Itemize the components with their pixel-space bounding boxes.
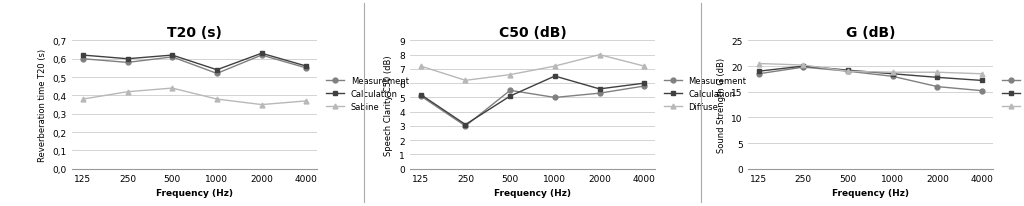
Calculation (753, 71, 765, 73)
Calculation (931, 77, 943, 79)
Line: Measurement: Measurement (757, 65, 984, 94)
Line: Calculation: Calculation (81, 52, 308, 73)
Sabine (77, 98, 89, 101)
Measurement (300, 67, 312, 70)
Diffuse (460, 80, 472, 82)
Measurement (211, 73, 223, 75)
Y-axis label: Speech Clarity C50 (dB): Speech Clarity C50 (dB) (384, 55, 393, 155)
Calculation (887, 73, 899, 76)
Measurement (77, 58, 89, 61)
Measurement (255, 55, 267, 57)
Calculation (798, 66, 810, 68)
Diffuse (504, 74, 516, 76)
Diffuse (931, 72, 943, 74)
Sabine (122, 91, 134, 94)
Legend: Measurement, Calculation, Diffuse: Measurement, Calculation, Diffuse (660, 73, 750, 115)
Calculation (122, 58, 134, 61)
Measurement (798, 67, 810, 69)
Diffuse (842, 71, 854, 73)
Measurement (593, 92, 605, 95)
X-axis label: Frequency (Hz): Frequency (Hz) (831, 188, 909, 197)
Sabine (211, 98, 223, 101)
Measurement (931, 86, 943, 88)
Diffuse (887, 72, 899, 74)
Diffuse (798, 64, 810, 67)
Diffuse (549, 66, 561, 68)
Y-axis label: Reverberation time T20 (s): Reverberation time T20 (s) (38, 49, 47, 161)
Title: C50 (dB): C50 (dB) (499, 26, 566, 40)
X-axis label: Frequency (Hz): Frequency (Hz) (156, 188, 233, 197)
Sabine (255, 104, 267, 106)
Calculation (549, 75, 561, 78)
Measurement (887, 76, 899, 78)
Diffuse (976, 73, 988, 76)
Line: Sabine: Sabine (81, 86, 308, 108)
Calculation (300, 66, 312, 68)
Diffuse (593, 54, 605, 57)
Line: Calculation: Calculation (419, 74, 646, 127)
Measurement (549, 97, 561, 99)
Measurement (753, 73, 765, 76)
Measurement (122, 62, 134, 64)
X-axis label: Frequency (Hz): Frequency (Hz) (494, 188, 571, 197)
Calculation (460, 124, 472, 126)
Line: Measurement: Measurement (81, 53, 308, 76)
Measurement (166, 56, 178, 59)
Diffuse (753, 63, 765, 66)
Calculation (415, 94, 427, 96)
Sabine (300, 100, 312, 103)
Line: Diffuse: Diffuse (419, 53, 646, 83)
Line: Diffuse: Diffuse (757, 62, 984, 77)
Calculation (638, 83, 650, 85)
Calculation (211, 69, 223, 72)
Measurement (415, 95, 427, 98)
Legend: Measurement, Calculation, Sabine: Measurement, Calculation, Sabine (323, 73, 412, 115)
Sabine (166, 87, 178, 90)
Calculation (255, 53, 267, 55)
Calculation (504, 95, 516, 98)
Measurement (976, 90, 988, 92)
Calculation (976, 80, 988, 82)
Calculation (166, 55, 178, 57)
Line: Calculation: Calculation (757, 64, 984, 83)
Diffuse (415, 66, 427, 68)
Calculation (842, 70, 854, 72)
Measurement (504, 90, 516, 92)
Title: T20 (s): T20 (s) (167, 26, 222, 40)
Measurement (638, 85, 650, 88)
Y-axis label: Sound Strength G (dB): Sound Strength G (dB) (717, 58, 726, 152)
Line: Measurement: Measurement (419, 84, 646, 129)
Title: G (dB): G (dB) (846, 26, 895, 40)
Measurement (842, 71, 854, 73)
Calculation (593, 88, 605, 91)
Diffuse (638, 66, 650, 68)
Calculation (77, 55, 89, 57)
Measurement (460, 125, 472, 128)
Legend: Measurement, Calculation, Diffuse: Measurement, Calculation, Diffuse (998, 73, 1024, 115)
